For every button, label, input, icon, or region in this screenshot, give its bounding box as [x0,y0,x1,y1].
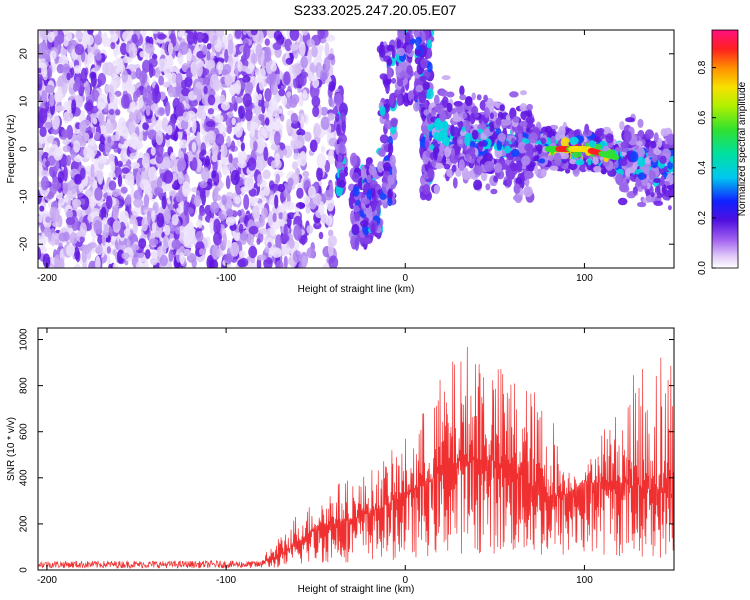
colorbar-tick-label: 0.4 [697,160,708,174]
spectrogram-y-tick-label: 0 [19,146,30,152]
colorbar-tick-label: 0.2 [697,211,708,225]
spectrogram-y-axis-label: Frequency (Hz) [6,115,17,184]
snr-x-axis-label: Height of straight line (km) [298,584,415,595]
spectrogram-y-tick-label: 10 [19,95,30,107]
colorbar-tick-label: 0.0 [697,261,708,275]
colorbar-tick-label: 0.8 [697,60,708,74]
snr-x-tick-label: 0 [402,575,408,586]
colorbar-tick-label: 0.6 [697,110,708,124]
spectrogram-y-tick-label: -20 [19,237,30,252]
snr-y-tick-label: 0 [19,567,30,573]
spectrogram-y-tick-label: -10 [19,189,30,204]
snr-x-tick-label: -200 [37,575,57,586]
snr-y-tick-label: 200 [19,515,30,532]
snr-series-line [38,346,674,569]
page-title: S233.2025.247.20.05.E07 [293,2,457,18]
snr-x-tick-label: -100 [216,575,236,586]
spectrogram-y-tick-label: 20 [19,48,30,60]
spectrogram-x-tick-label: 100 [576,273,593,284]
snr-y-tick-label: 1000 [19,328,30,351]
spectrogram-x-tick-label: 0 [402,273,408,284]
spectrogram-x-axis-label: Height of straight line (km) [298,284,415,295]
snr-x-tick-label: 100 [576,575,593,586]
snr-y-tick-label: 400 [19,469,30,486]
spectrogram-cells [38,30,674,268]
spectrogram-x-tick-label: -200 [37,273,57,284]
snr-y-tick-label: 600 [19,423,30,440]
colorbar: 0.0 0.2 0.4 0.6 0.8 Normalized spectral ampl… [697,29,748,275]
colorbar-ticks: 0.0 0.2 0.4 0.6 0.8 [697,60,716,275]
colorbar-label: Normalized spectral amplitude [737,81,748,216]
snr-y-tick-label: 800 [19,377,30,394]
snr-y-axis-label: SNR (10 * v/v) [6,417,17,481]
spectrogram-x-tick-label: -100 [216,273,236,284]
